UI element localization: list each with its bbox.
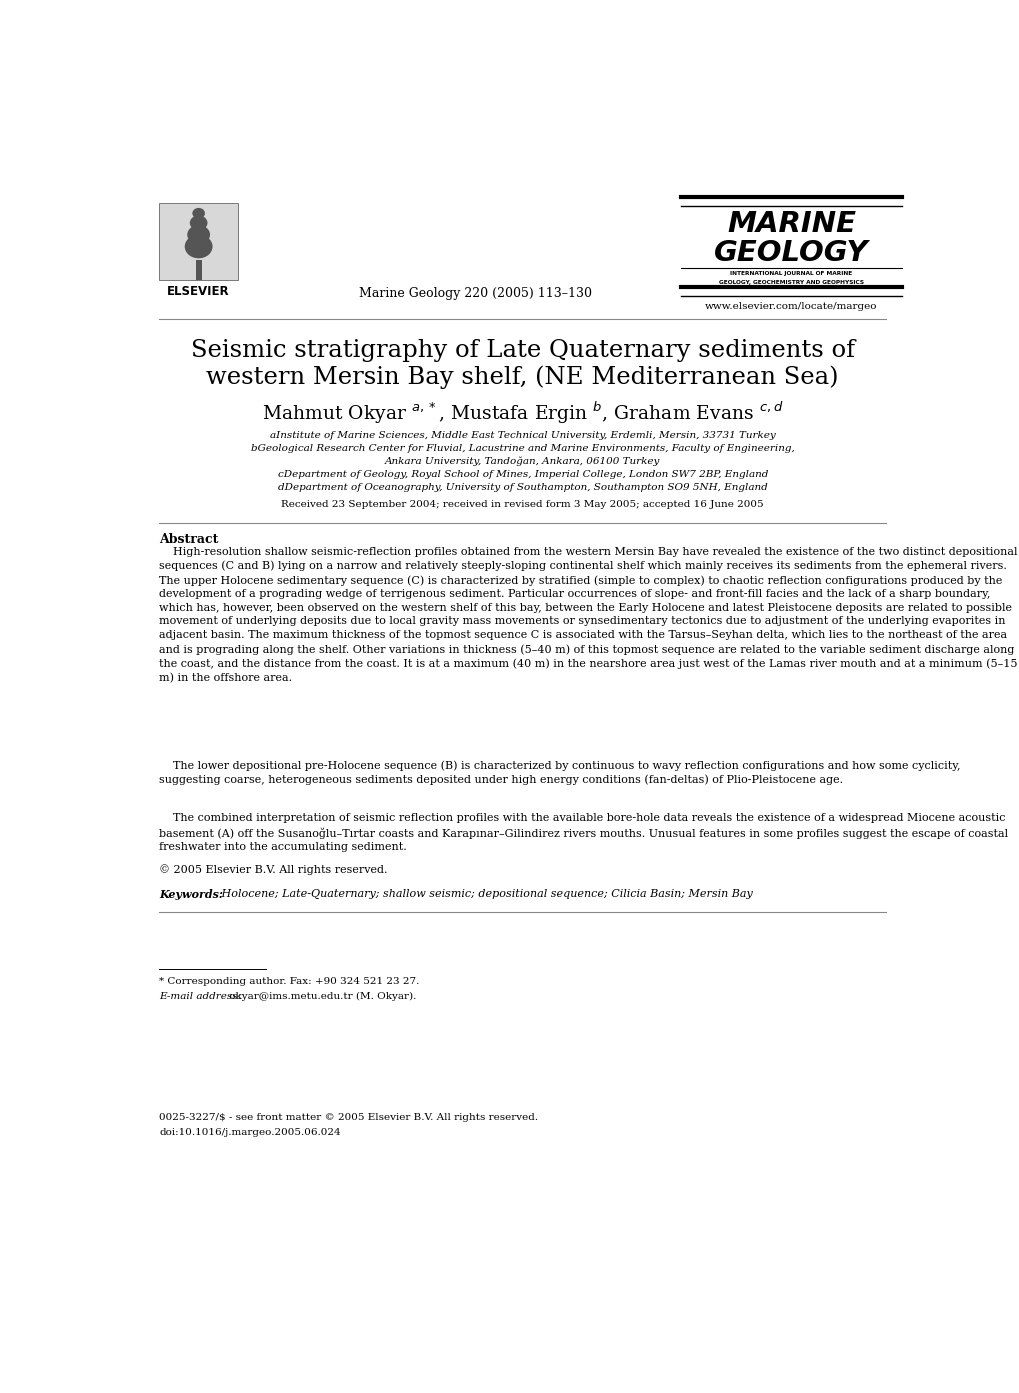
Text: aInstitute of Marine Sciences, Middle East Technical University, Erdemli, Mersin: aInstitute of Marine Sciences, Middle Ea… [270, 430, 774, 440]
Text: Keywords:: Keywords: [159, 889, 223, 900]
Text: MARINE: MARINE [727, 210, 855, 238]
Ellipse shape [190, 216, 207, 230]
Ellipse shape [184, 235, 212, 258]
Text: Marine Geology 220 (2005) 113–130: Marine Geology 220 (2005) 113–130 [359, 287, 591, 301]
FancyBboxPatch shape [159, 202, 238, 280]
Text: The lower depositional pre-Holocene sequence (B) is characterized by continuous : The lower depositional pre-Holocene sequ… [159, 761, 960, 786]
Text: The combined interpretation of seismic reflection profiles with the available bo: The combined interpretation of seismic r… [159, 814, 1007, 853]
Ellipse shape [193, 208, 205, 219]
Text: © 2005 Elsevier B.V. All rights reserved.: © 2005 Elsevier B.V. All rights reserved… [159, 864, 387, 875]
Text: E-mail address:: E-mail address: [159, 992, 242, 1002]
Text: Holocene; Late-Quaternary; shallow seismic; depositional sequence; Cilicia Basin: Holocene; Late-Quaternary; shallow seism… [218, 889, 752, 898]
Text: Received 23 September 2004; received in revised form 3 May 2005; accepted 16 Jun: Received 23 September 2004; received in … [281, 500, 763, 508]
Text: GEOLOGY: GEOLOGY [713, 240, 868, 267]
Text: INTERNATIONAL JOURNAL OF MARINE: INTERNATIONAL JOURNAL OF MARINE [730, 272, 852, 276]
Text: ELSEVIER: ELSEVIER [167, 286, 229, 298]
Text: bGeological Research Center for Fluvial, Lacustrine and Marine Environments, Fac: bGeological Research Center for Fluvial,… [251, 444, 794, 453]
Text: okyar@ims.metu.edu.tr (M. Okyar).: okyar@ims.metu.edu.tr (M. Okyar). [225, 992, 416, 1002]
Text: dDepartment of Oceanography, University of Southampton, Southampton SO9 5NH, Eng: dDepartment of Oceanography, University … [277, 482, 767, 492]
Text: Mahmut Okyar $^{a,*}$, Mustafa Ergin $^{b}$, Graham Evans $^{c,d}$: Mahmut Okyar $^{a,*}$, Mustafa Ergin $^{… [262, 400, 783, 426]
Text: Seismic stratigraphy of Late Quaternary sediments of: Seismic stratigraphy of Late Quaternary … [191, 338, 854, 362]
Ellipse shape [187, 226, 210, 244]
Text: western Mersin Bay shelf, (NE Mediterranean Sea): western Mersin Bay shelf, (NE Mediterran… [206, 365, 839, 389]
Text: GEOLOGY, GEOCHEMISTRY AND GEOPHYSICS: GEOLOGY, GEOCHEMISTRY AND GEOPHYSICS [718, 280, 863, 284]
Text: doi:10.1016/j.margeo.2005.06.024: doi:10.1016/j.margeo.2005.06.024 [159, 1128, 340, 1137]
Text: * Corresponding author. Fax: +90 324 521 23 27.: * Corresponding author. Fax: +90 324 521… [159, 976, 419, 986]
Text: cDepartment of Geology, Royal School of Mines, Imperial College, London SW7 2BP,: cDepartment of Geology, Royal School of … [277, 469, 767, 479]
Text: Ankara University, Tandoğan, Ankara, 06100 Turkey: Ankara University, Tandoğan, Ankara, 061… [385, 457, 659, 467]
Text: Abstract: Abstract [159, 534, 218, 546]
Bar [196, 260, 202, 280]
Text: 0025-3227/$ - see front matter © 2005 Elsevier B.V. All rights reserved.: 0025-3227/$ - see front matter © 2005 El… [159, 1113, 538, 1123]
Text: www.elsevier.com/locate/margeo: www.elsevier.com/locate/margeo [704, 302, 877, 311]
Text: High-resolution shallow seismic-reflection profiles obtained from the western Me: High-resolution shallow seismic-reflecti… [159, 547, 1017, 683]
